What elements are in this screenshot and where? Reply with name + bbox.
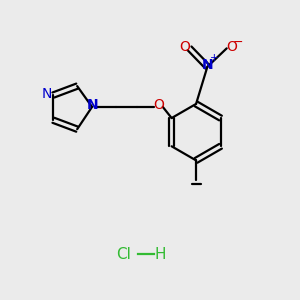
- Text: N: N: [42, 86, 52, 100]
- Text: O: O: [180, 40, 190, 54]
- Text: O: O: [154, 98, 164, 112]
- Text: −: −: [233, 36, 243, 49]
- Text: +: +: [210, 53, 218, 64]
- Text: H: H: [155, 247, 166, 262]
- Text: N: N: [87, 98, 98, 112]
- Text: Cl: Cl: [116, 247, 131, 262]
- Text: N: N: [202, 58, 214, 72]
- Text: O: O: [226, 40, 238, 54]
